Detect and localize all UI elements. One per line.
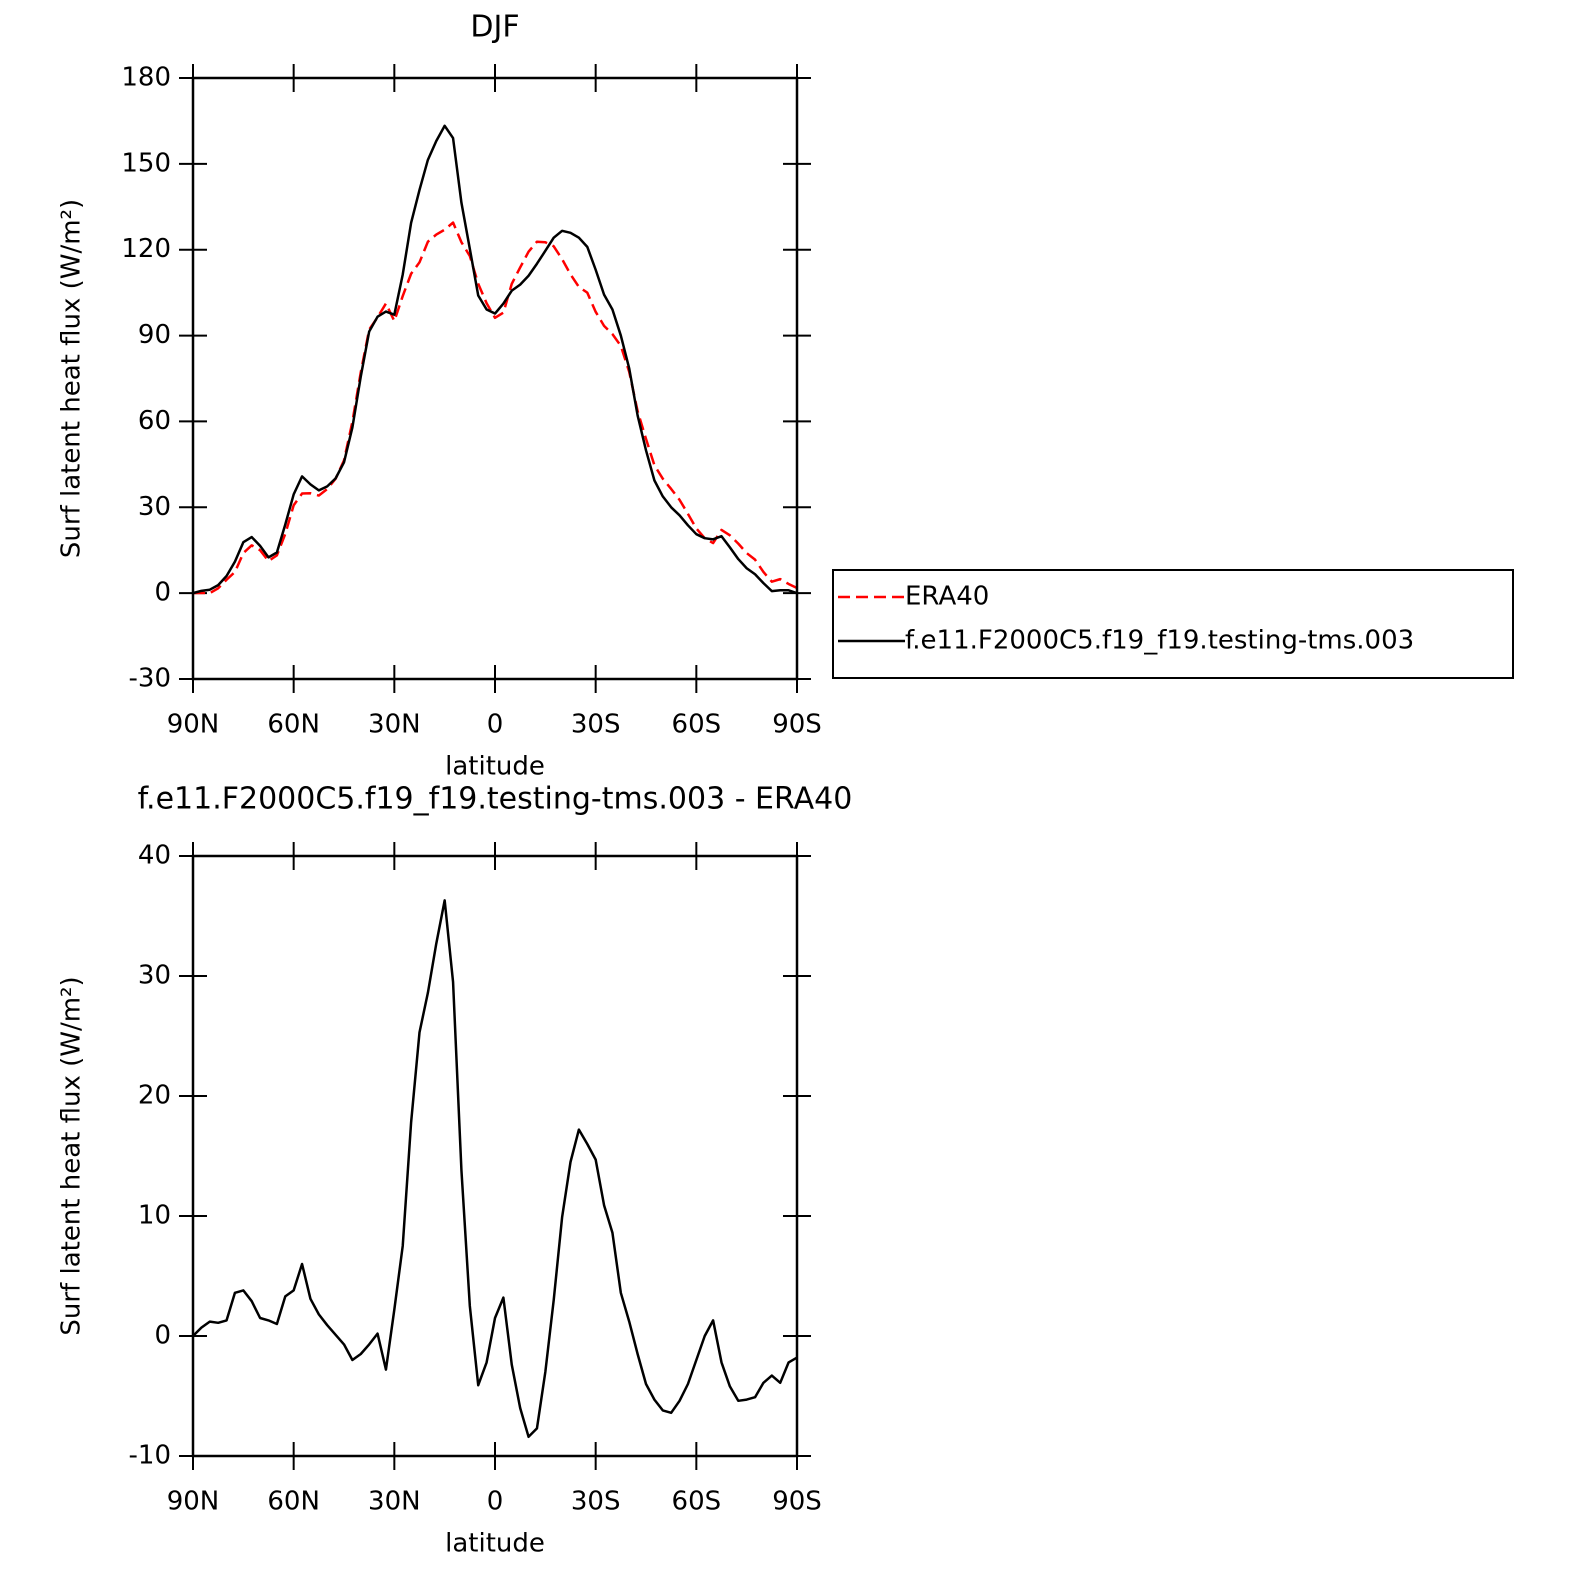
- x-tick-label: 60S: [672, 1487, 722, 1517]
- y-tick-label: 30: [138, 961, 171, 991]
- x-tick-label: 60N: [267, 1487, 320, 1517]
- x-tick-label: 0: [487, 1487, 504, 1517]
- y-tick-label: 180: [121, 63, 171, 93]
- y-axis-label: Surf latent heat flux (W/m²): [57, 976, 87, 1335]
- x-tick-label: 90N: [167, 1487, 220, 1517]
- x-tick-label: 90N: [167, 710, 220, 740]
- x-tick-label: 30S: [571, 710, 621, 740]
- y-tick-label: 60: [138, 406, 171, 436]
- y-tick-label: 0: [154, 578, 171, 608]
- x-axis-label: latitude: [445, 1529, 545, 1559]
- series-line: [192, 899, 798, 1439]
- series-line: [192, 124, 798, 595]
- x-tick-label: 0: [487, 710, 504, 740]
- legend-label: ERA40: [905, 582, 989, 612]
- series-line: [192, 221, 798, 595]
- y-axis-label: Surf latent heat flux (W/m²): [57, 199, 87, 558]
- x-tick-label: 90S: [772, 710, 822, 740]
- plot-frame: [191, 854, 799, 1458]
- x-tick-label: 30N: [368, 710, 421, 740]
- chart-title: f.e11.F2000C5.f19_f19.testing-tms.003 - …: [138, 782, 853, 817]
- chart-title: DJF: [470, 10, 519, 45]
- y-tick-label: 10: [138, 1201, 171, 1231]
- x-tick-label: 90S: [772, 1487, 822, 1517]
- x-tick-label: 30S: [571, 1487, 621, 1517]
- x-tick-label: 60S: [672, 710, 722, 740]
- y-tick-label: 90: [138, 320, 171, 350]
- y-tick-label: 30: [138, 492, 171, 522]
- plot-frame: [191, 76, 799, 681]
- y-tick-label: 120: [121, 234, 171, 264]
- y-tick-label: 0: [154, 1321, 171, 1351]
- x-tick-label: 30N: [368, 1487, 421, 1517]
- y-tick-label: -30: [129, 664, 171, 694]
- x-axis-label: latitude: [445, 752, 545, 782]
- legend-box: [832, 569, 1514, 679]
- legend-label: f.e11.F2000C5.f19_f19.testing-tms.003: [905, 626, 1414, 656]
- y-tick-label: 150: [121, 148, 171, 178]
- y-tick-label: -10: [129, 1441, 171, 1471]
- y-tick-label: 20: [138, 1081, 171, 1111]
- y-tick-label: 40: [138, 841, 171, 871]
- x-tick-label: 60N: [267, 710, 320, 740]
